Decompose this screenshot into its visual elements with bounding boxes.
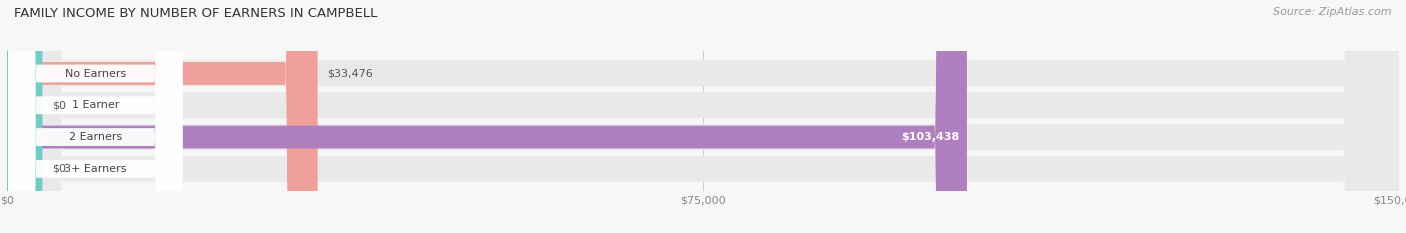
FancyBboxPatch shape (7, 0, 42, 233)
FancyBboxPatch shape (8, 0, 183, 233)
Text: Source: ZipAtlas.com: Source: ZipAtlas.com (1274, 7, 1392, 17)
Text: $33,476: $33,476 (328, 69, 373, 79)
Text: $0: $0 (52, 164, 66, 174)
Text: FAMILY INCOME BY NUMBER OF EARNERS IN CAMPBELL: FAMILY INCOME BY NUMBER OF EARNERS IN CA… (14, 7, 377, 20)
FancyBboxPatch shape (7, 0, 967, 233)
Text: 3+ Earners: 3+ Earners (65, 164, 127, 174)
FancyBboxPatch shape (7, 0, 1399, 233)
FancyBboxPatch shape (7, 0, 42, 233)
Text: 2 Earners: 2 Earners (69, 132, 122, 142)
Text: 1 Earner: 1 Earner (72, 100, 120, 110)
FancyBboxPatch shape (8, 0, 183, 233)
FancyBboxPatch shape (7, 0, 1399, 233)
Text: $0: $0 (52, 100, 66, 110)
FancyBboxPatch shape (7, 0, 318, 233)
FancyBboxPatch shape (8, 0, 183, 233)
FancyBboxPatch shape (7, 0, 1399, 233)
Text: No Earners: No Earners (65, 69, 127, 79)
Text: $103,438: $103,438 (901, 132, 960, 142)
FancyBboxPatch shape (7, 0, 1399, 233)
FancyBboxPatch shape (8, 0, 183, 233)
